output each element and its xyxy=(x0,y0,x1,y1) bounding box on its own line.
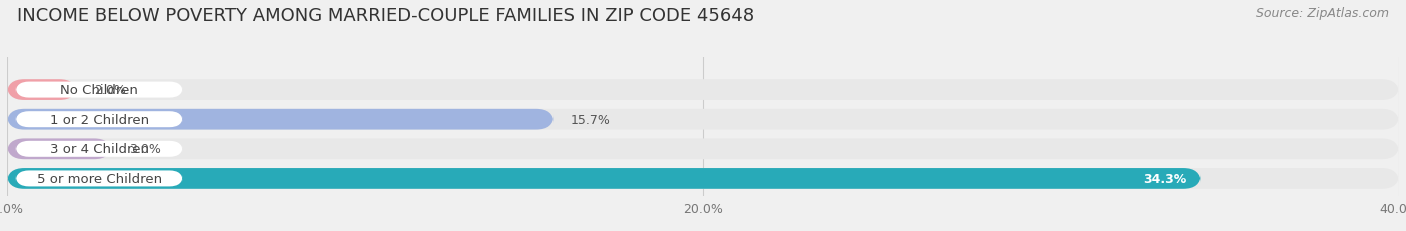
FancyBboxPatch shape xyxy=(15,141,183,157)
FancyBboxPatch shape xyxy=(7,168,1399,189)
Text: 5 or more Children: 5 or more Children xyxy=(37,172,162,185)
Text: 3 or 4 Children: 3 or 4 Children xyxy=(49,143,149,156)
Text: 1 or 2 Children: 1 or 2 Children xyxy=(49,113,149,126)
FancyBboxPatch shape xyxy=(7,139,111,159)
Text: 2.0%: 2.0% xyxy=(94,84,127,97)
Text: 3.0%: 3.0% xyxy=(129,143,160,156)
Text: 15.7%: 15.7% xyxy=(571,113,610,126)
FancyBboxPatch shape xyxy=(7,109,1399,130)
FancyBboxPatch shape xyxy=(7,80,1399,100)
FancyBboxPatch shape xyxy=(7,168,1201,189)
FancyBboxPatch shape xyxy=(15,112,183,128)
Text: 34.3%: 34.3% xyxy=(1143,172,1187,185)
Text: Source: ZipAtlas.com: Source: ZipAtlas.com xyxy=(1256,7,1389,20)
FancyBboxPatch shape xyxy=(7,80,77,100)
Text: No Children: No Children xyxy=(60,84,138,97)
FancyBboxPatch shape xyxy=(7,109,554,130)
Text: INCOME BELOW POVERTY AMONG MARRIED-COUPLE FAMILIES IN ZIP CODE 45648: INCOME BELOW POVERTY AMONG MARRIED-COUPL… xyxy=(17,7,754,25)
FancyBboxPatch shape xyxy=(15,82,183,98)
FancyBboxPatch shape xyxy=(15,171,183,187)
FancyBboxPatch shape xyxy=(7,139,1399,159)
